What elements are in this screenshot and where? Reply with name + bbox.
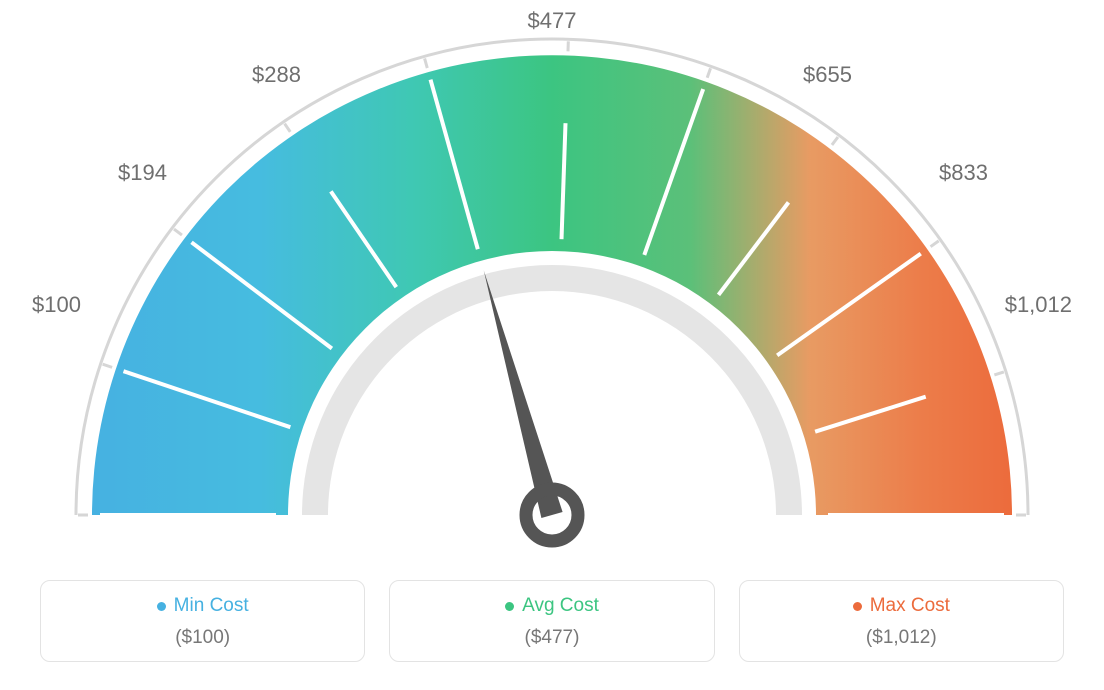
tick-label: $655 — [803, 62, 852, 88]
tick-label: $1,012 — [1005, 292, 1072, 318]
gauge-chart-container: $100 $194 $288 $477 $655 $833 $1,012 Min Cost … — [0, 0, 1104, 690]
legend-card-max: Max Cost ($1,012) — [739, 580, 1064, 662]
legend-value-max: ($1,012) — [750, 627, 1053, 649]
legend-title-avg: Avg Cost — [505, 595, 599, 617]
legend-title-avg-text: Avg Cost — [522, 595, 599, 617]
gauge-tick-outer — [425, 58, 428, 68]
legend-card-min: Min Cost ($100) — [40, 580, 365, 662]
gauge-area: $100 $194 $288 $477 $655 $833 $1,012 — [0, 0, 1104, 560]
legend-title-min-text: Min Cost — [174, 595, 249, 617]
tick-label: $477 — [528, 8, 577, 34]
legend-row: Min Cost ($100) Avg Cost ($477) Max Cost… — [40, 580, 1064, 662]
legend-value-avg: ($477) — [400, 627, 703, 649]
legend-dot-min — [157, 602, 166, 611]
legend-dot-max — [853, 602, 862, 611]
legend-title-min: Min Cost — [157, 595, 249, 617]
legend-dot-avg — [505, 602, 514, 611]
gauge-tick-outer — [285, 124, 291, 132]
legend-card-avg: Avg Cost ($477) — [389, 580, 714, 662]
legend-title-max-text: Max Cost — [870, 595, 950, 617]
gauge-tick-outer — [832, 137, 838, 145]
gauge-tick-outer — [707, 68, 710, 77]
gauge-tick-outer — [103, 364, 112, 367]
gauge-tick-outer — [174, 229, 182, 235]
gauge-svg — [0, 0, 1104, 560]
gauge-tick-outer — [931, 241, 939, 247]
legend-value-min: ($100) — [51, 627, 354, 649]
gauge-tick-outer — [994, 372, 1004, 375]
tick-label: $288 — [252, 62, 301, 88]
tick-label: $194 — [118, 160, 167, 186]
gauge-needle — [484, 270, 563, 518]
tick-label: $833 — [939, 160, 988, 186]
tick-label: $100 — [32, 292, 81, 318]
legend-title-max: Max Cost — [853, 595, 950, 617]
